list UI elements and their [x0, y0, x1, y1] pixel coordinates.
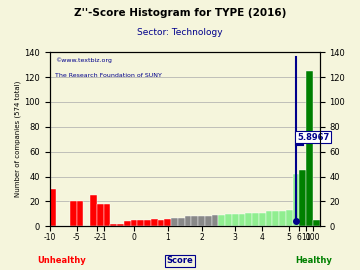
Bar [70, 201, 77, 226]
Bar [299, 170, 306, 226]
Bar [212, 215, 219, 226]
Bar [252, 212, 259, 226]
Bar [117, 224, 124, 226]
Text: Score: Score [167, 256, 193, 265]
Bar [279, 211, 286, 226]
Bar [178, 218, 185, 226]
Bar [198, 216, 205, 226]
Bar [111, 224, 117, 226]
Bar [272, 211, 279, 226]
Text: Z''-Score Histogram for TYPE (2016): Z''-Score Histogram for TYPE (2016) [74, 8, 286, 18]
Bar [286, 210, 293, 226]
Y-axis label: Number of companies (574 total): Number of companies (574 total) [15, 81, 22, 197]
Bar [306, 71, 313, 226]
Bar [205, 216, 212, 226]
Bar [158, 220, 165, 226]
Text: ©www.textbiz.org: ©www.textbiz.org [55, 58, 112, 63]
Bar [293, 174, 299, 226]
Bar [50, 189, 57, 226]
Bar [192, 216, 198, 226]
Bar [225, 214, 232, 226]
Bar [131, 220, 138, 226]
Text: The Research Foundation of SUNY: The Research Foundation of SUNY [55, 73, 162, 78]
Bar [124, 221, 131, 226]
Bar [185, 216, 192, 226]
Bar [239, 214, 245, 226]
Bar [97, 204, 104, 226]
Bar [171, 218, 178, 226]
Text: Unhealthy: Unhealthy [37, 256, 86, 265]
Text: Healthy: Healthy [295, 256, 332, 265]
Bar [165, 219, 171, 226]
Bar [90, 195, 97, 226]
Bar [232, 214, 239, 226]
Text: 5.8967: 5.8967 [297, 133, 329, 142]
Text: Sector: Technology: Sector: Technology [137, 28, 223, 37]
Bar [259, 212, 266, 226]
Bar [138, 220, 144, 226]
Bar [245, 212, 252, 226]
Bar [266, 211, 272, 226]
Bar [219, 215, 225, 226]
Bar [151, 219, 158, 226]
Bar [144, 220, 151, 226]
Bar [313, 220, 320, 226]
Bar [104, 204, 111, 226]
Bar [77, 201, 84, 226]
